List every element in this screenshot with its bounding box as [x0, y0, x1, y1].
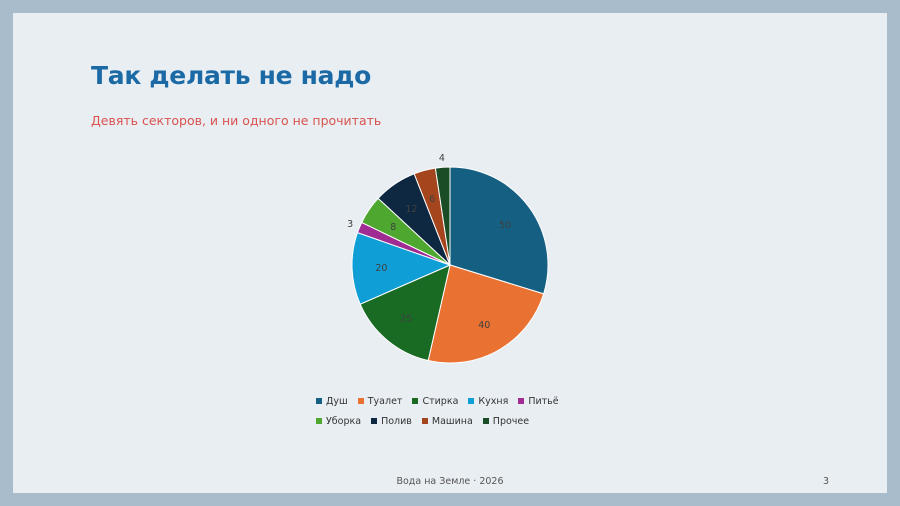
legend-label: Машина [431, 415, 473, 427]
legend-label: Туалет [367, 395, 403, 407]
pie-slice-4 [351, 231, 452, 305]
legend-label: Кухня [478, 395, 509, 407]
slide-footer: Вода на Земле · 2026 [396, 476, 504, 487]
legend-item: Прочее [482, 415, 530, 427]
legend-swatch [421, 418, 428, 424]
legend-item: Кухня [468, 396, 508, 407]
legend-item: Уборка [316, 416, 361, 427]
pie-data-label: 40 [478, 320, 490, 331]
legend-row: Уборка Полив Машина Прочее [316, 411, 596, 431]
legend-item: Питьё [518, 395, 559, 407]
chart-legend: Душ Туалет Стирка Кухня Питьё Уборка Полив Маши… [316, 391, 596, 431]
legend-swatch [518, 398, 525, 404]
legend-swatch [412, 398, 419, 404]
legend-swatch [482, 418, 489, 424]
legend-swatch [316, 398, 322, 404]
pie-data-label: 25 [400, 313, 412, 324]
legend-swatch [371, 418, 378, 424]
legend-label: Душ [326, 395, 348, 407]
legend-label: Прочее [492, 415, 530, 427]
pie-slice-3 [359, 264, 451, 362]
legend-item: Туалет [357, 395, 403, 407]
pie-data-label: 6 [429, 194, 435, 205]
legend-item: Полив [371, 416, 412, 427]
slide-subtitle: Девять секторов, и ни одного не прочитат… [91, 113, 382, 128]
pie-data-label: 4 [439, 153, 445, 164]
pie-data-label: 12 [405, 204, 417, 215]
slide: Так делать не надо Девять секторов, и ни… [13, 13, 887, 493]
legend-swatch [468, 398, 475, 404]
pie-slice-1 [449, 166, 549, 295]
pie-data-label: 50 [499, 220, 511, 231]
pie-data-label: 3 [347, 219, 353, 230]
pie-data-label: 8 [390, 222, 396, 233]
pie-data-label: 20 [375, 263, 387, 274]
legend-swatch [357, 398, 364, 404]
legend-label: Уборка [326, 415, 362, 427]
legend-item: Стирка [412, 396, 458, 407]
legend-label: Стирка [422, 395, 459, 407]
pie-slice-2 [427, 264, 545, 364]
legend-label: Питьё [528, 395, 559, 407]
legend-swatch [316, 418, 322, 424]
legend-label: Полив [381, 415, 412, 427]
page-number: 3 [823, 476, 830, 487]
legend-item: Душ [316, 396, 348, 407]
pie-chart: 50 40 25 20 3 8 12 6 4 [347, 153, 549, 364]
legend-row: Душ Туалет Стирка Кухня Питьё [316, 391, 596, 411]
slide-title: Так делать не надо [91, 61, 371, 90]
pie-slice-9 [434, 166, 451, 266]
legend-item: Машина [421, 415, 473, 427]
